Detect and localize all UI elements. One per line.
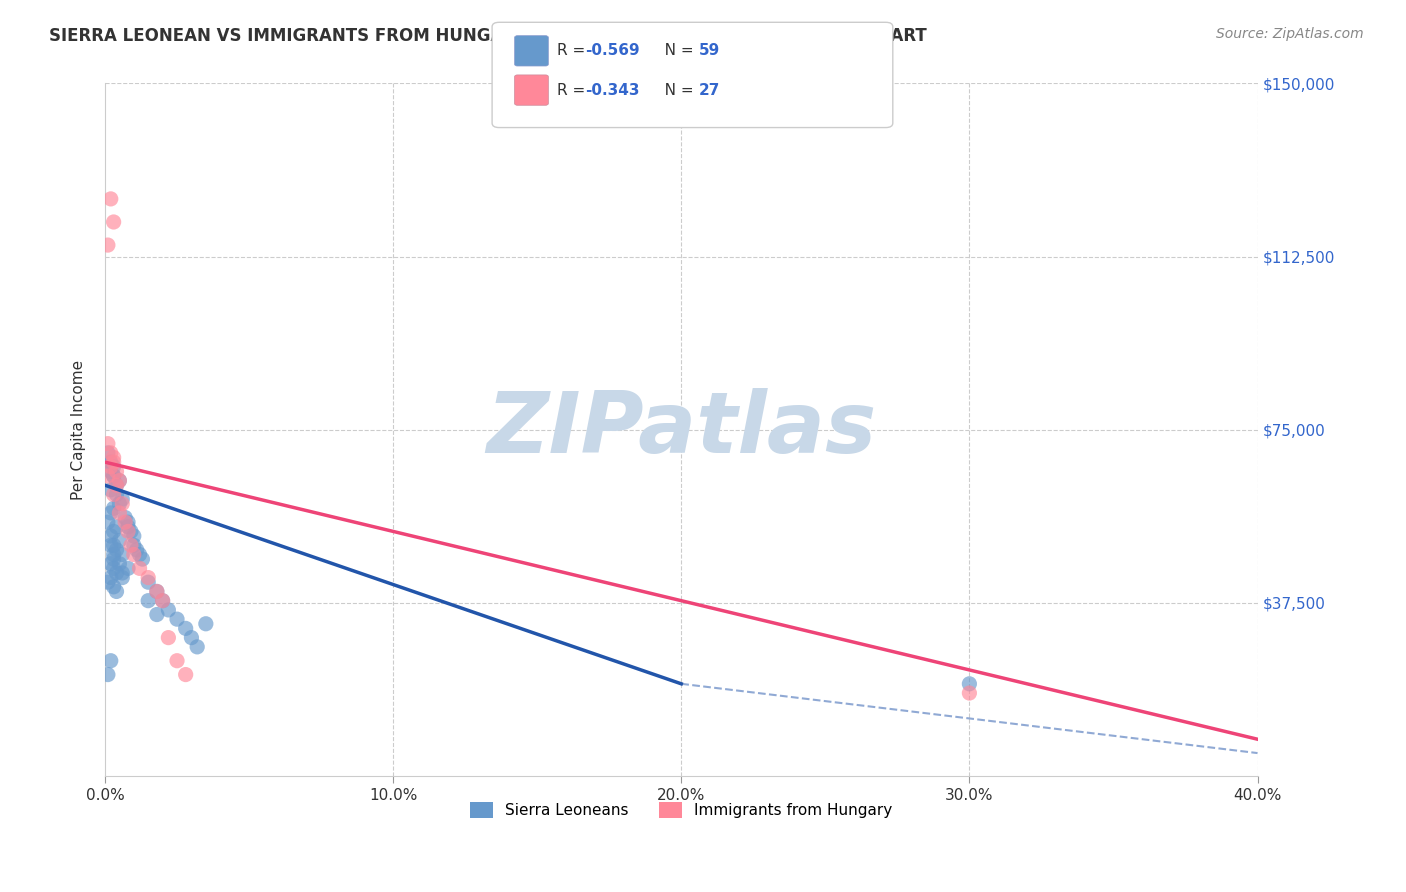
Text: ZIPatlas: ZIPatlas <box>486 388 876 471</box>
Immigrants from Hungary <box>157 631 180 645</box>
Sierra Leoneans <box>100 464 122 478</box>
Sierra Leoneans <box>111 492 134 507</box>
Text: R =: R = <box>557 44 591 58</box>
Sierra Leoneans <box>97 446 120 460</box>
Sierra Leoneans <box>166 612 188 626</box>
Sierra Leoneans <box>97 575 120 590</box>
Sierra Leoneans <box>128 548 150 562</box>
Sierra Leoneans <box>111 548 134 562</box>
Immigrants from Hungary <box>100 446 122 460</box>
Sierra Leoneans <box>108 497 131 511</box>
Immigrants from Hungary <box>108 506 131 520</box>
Sierra Leoneans <box>122 529 145 543</box>
Immigrants from Hungary <box>97 469 120 483</box>
Sierra Leoneans <box>100 455 122 469</box>
Immigrants from Hungary <box>120 538 142 552</box>
Sierra Leoneans <box>146 607 169 622</box>
Sierra Leoneans <box>103 538 125 552</box>
Sierra Leoneans <box>108 474 131 488</box>
Sierra Leoneans <box>174 621 197 635</box>
Immigrants from Hungary <box>103 215 125 229</box>
Sierra Leoneans <box>117 520 139 534</box>
Sierra Leoneans <box>105 542 128 557</box>
Y-axis label: Per Capita Income: Per Capita Income <box>72 359 86 500</box>
Immigrants from Hungary <box>97 436 120 450</box>
Immigrants from Hungary <box>97 238 120 252</box>
Sierra Leoneans <box>108 557 131 571</box>
Sierra Leoneans <box>103 552 125 566</box>
Text: R =: R = <box>557 83 591 97</box>
Immigrants from Hungary <box>108 474 131 488</box>
Sierra Leoneans <box>100 483 122 497</box>
Sierra Leoneans <box>120 524 142 539</box>
Text: 27: 27 <box>699 83 720 97</box>
Immigrants from Hungary <box>122 548 145 562</box>
Immigrants from Hungary <box>111 497 134 511</box>
Sierra Leoneans <box>117 515 139 529</box>
Sierra Leoneans <box>105 520 128 534</box>
Sierra Leoneans <box>125 542 148 557</box>
Sierra Leoneans <box>180 631 202 645</box>
Sierra Leoneans <box>146 584 169 599</box>
Sierra Leoneans <box>122 538 145 552</box>
Immigrants from Hungary <box>166 654 188 668</box>
Sierra Leoneans <box>100 654 122 668</box>
Sierra Leoneans <box>103 501 125 516</box>
Sierra Leoneans <box>131 552 153 566</box>
Immigrants from Hungary <box>146 584 169 599</box>
Text: SIERRA LEONEAN VS IMMIGRANTS FROM HUNGARY PER CAPITA INCOME CORRELATION CHART: SIERRA LEONEAN VS IMMIGRANTS FROM HUNGAR… <box>49 27 927 45</box>
Immigrants from Hungary <box>136 571 159 585</box>
Sierra Leoneans <box>117 561 139 575</box>
Immigrants from Hungary <box>105 478 128 492</box>
Sierra Leoneans <box>105 487 128 501</box>
Text: N =: N = <box>650 44 697 58</box>
Text: Source: ZipAtlas.com: Source: ZipAtlas.com <box>1216 27 1364 41</box>
Sierra Leoneans <box>100 506 122 520</box>
Immigrants from Hungary <box>105 464 128 478</box>
Sierra Leoneans <box>100 557 122 571</box>
Sierra Leoneans <box>186 640 208 654</box>
Immigrants from Hungary <box>117 524 139 539</box>
Immigrants from Hungary <box>128 561 150 575</box>
Immigrants from Hungary <box>152 593 174 607</box>
Sierra Leoneans <box>157 603 180 617</box>
Immigrants from Hungary <box>103 450 125 465</box>
Sierra Leoneans <box>97 667 120 681</box>
Sierra Leoneans <box>111 566 134 580</box>
Sierra Leoneans <box>136 593 159 607</box>
Sierra Leoneans <box>111 571 134 585</box>
Sierra Leoneans <box>103 580 125 594</box>
Sierra Leoneans <box>105 584 128 599</box>
Sierra Leoneans <box>103 524 125 539</box>
Text: 59: 59 <box>699 44 720 58</box>
Sierra Leoneans <box>957 677 980 691</box>
Sierra Leoneans <box>114 510 136 524</box>
Sierra Leoneans <box>100 538 122 552</box>
Immigrants from Hungary <box>103 455 125 469</box>
Text: N =: N = <box>650 83 697 97</box>
Sierra Leoneans <box>105 478 128 492</box>
Legend: Sierra Leoneans, Immigrants from Hungary: Sierra Leoneans, Immigrants from Hungary <box>464 796 898 824</box>
Immigrants from Hungary <box>174 667 197 681</box>
Sierra Leoneans <box>136 575 159 590</box>
Sierra Leoneans <box>100 571 122 585</box>
Sierra Leoneans <box>103 561 125 575</box>
Text: -0.343: -0.343 <box>585 83 640 97</box>
Sierra Leoneans <box>97 515 120 529</box>
Sierra Leoneans <box>105 566 128 580</box>
Sierra Leoneans <box>194 616 217 631</box>
Immigrants from Hungary <box>100 192 122 206</box>
Sierra Leoneans <box>103 548 125 562</box>
Sierra Leoneans <box>103 459 125 474</box>
Immigrants from Hungary <box>103 487 125 501</box>
Text: -0.569: -0.569 <box>585 44 640 58</box>
Immigrants from Hungary <box>957 686 980 700</box>
Sierra Leoneans <box>100 529 122 543</box>
Sierra Leoneans <box>152 593 174 607</box>
Sierra Leoneans <box>108 533 131 548</box>
Immigrants from Hungary <box>100 459 122 474</box>
Sierra Leoneans <box>103 469 125 483</box>
Sierra Leoneans <box>103 469 125 483</box>
Immigrants from Hungary <box>114 515 136 529</box>
